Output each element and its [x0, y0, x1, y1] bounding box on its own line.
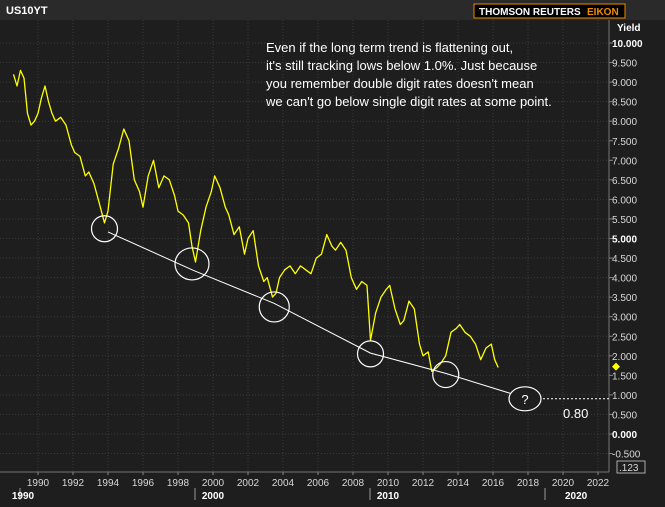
x-tick-label: 2016	[482, 478, 505, 489]
annotation-line-3: you remember double digit rates doesn't …	[266, 76, 534, 91]
low-circle	[356, 340, 385, 368]
decade-label: 2010	[377, 491, 400, 502]
y-axis-title: Yield	[617, 23, 641, 34]
low-circle	[258, 291, 290, 323]
yield-series-line	[12, 69, 499, 373]
x-tick-label: 2010	[377, 478, 400, 489]
symbol-label: US10YT	[6, 5, 48, 17]
x-tick-label: 2018	[517, 478, 540, 489]
corner-box	[616, 460, 646, 474]
decade-label: 1990	[12, 491, 35, 502]
trendline-layer	[90, 215, 529, 400]
x-tick-label: 2008	[342, 478, 365, 489]
x-tick-label: 1990	[27, 478, 50, 489]
y-tick-label: 2.500	[612, 332, 637, 343]
y-tick-label: 6.500	[612, 176, 637, 187]
y-tick-label: 3.500	[612, 293, 637, 304]
brand-logo: THOMSON REUTERS EIKON	[473, 3, 626, 19]
x-tick-label: 2000	[202, 478, 225, 489]
y-tick-label: 9.500	[612, 59, 637, 70]
annotation-line-4: we can't go below single digit rates at …	[265, 94, 552, 109]
y-tick-label: 5.500	[612, 215, 637, 226]
annotation-line-1: Even if the long term trend is flattenin…	[266, 40, 513, 55]
x-tick-label: 2006	[307, 478, 330, 489]
x-tick-label: 2012	[412, 478, 435, 489]
y-tick-label: 3.000	[612, 313, 637, 324]
y-tick-label: 8.000	[612, 117, 637, 128]
x-tick-label: 2014	[447, 478, 470, 489]
y-tick-label: 5.000	[612, 235, 637, 246]
target-question: ?	[521, 392, 528, 407]
y-axis: 10.000 9.500 9.000 8.500 8.000 7.500 7.000 6.50…	[609, 39, 643, 461]
x-tick-label: 2002	[237, 478, 260, 489]
low-circle	[432, 360, 460, 389]
x-tick-label: 1996	[132, 478, 155, 489]
y-tick-label: 7.000	[612, 156, 637, 167]
grid	[0, 20, 609, 472]
y-tick-label: 4.000	[612, 274, 637, 285]
y-tick-label: 0.500	[612, 410, 637, 421]
y-tick-label: 4.500	[612, 254, 637, 265]
x-tick-label: 1994	[97, 478, 120, 489]
x-tick-label: 1998	[167, 478, 190, 489]
y-tick-label: 7.500	[612, 137, 637, 148]
y-tick-label: -0.500	[612, 450, 641, 461]
annotation-line-2: it's still tracking lows below 1.0%. Jus…	[266, 58, 537, 73]
y-tick-label: 1.000	[612, 391, 637, 402]
plot-area	[0, 20, 609, 472]
y-tick-label: 0.000	[612, 430, 637, 441]
brand-right: EIKON	[587, 7, 619, 18]
decade-label: 2000	[202, 491, 225, 502]
last-value-marker	[612, 362, 620, 371]
brand-left: THOMSON REUTERS	[479, 7, 581, 18]
y-tick-label: 10.000	[612, 39, 643, 50]
target-marker: ? 0.80	[508, 386, 609, 421]
low-circle	[90, 215, 119, 243]
target-value-label: 0.80	[563, 406, 588, 421]
target-circle	[508, 386, 542, 412]
y-tick-label: 6.000	[612, 195, 637, 206]
x-tick-label: 1992	[62, 478, 85, 489]
y-tick-label: 2.000	[612, 352, 637, 363]
corner-label: .123	[619, 463, 639, 474]
y-tick-label: 1.500	[612, 371, 637, 382]
y-tick-label: 8.500	[612, 98, 637, 109]
trendline	[107, 231, 529, 400]
low-circle	[174, 247, 210, 281]
decade-label: 2020	[565, 491, 588, 502]
y-tick-label: 9.000	[612, 78, 637, 89]
series-layer	[12, 69, 499, 373]
x-tick-label: 2004	[272, 478, 295, 489]
x-tick-label: 2020	[552, 478, 575, 489]
x-tick-label: 2022	[587, 478, 610, 489]
x-axis: 1990 1992 1994 1996 1998 2000 2002 2004 2006 2008…	[12, 472, 610, 502]
